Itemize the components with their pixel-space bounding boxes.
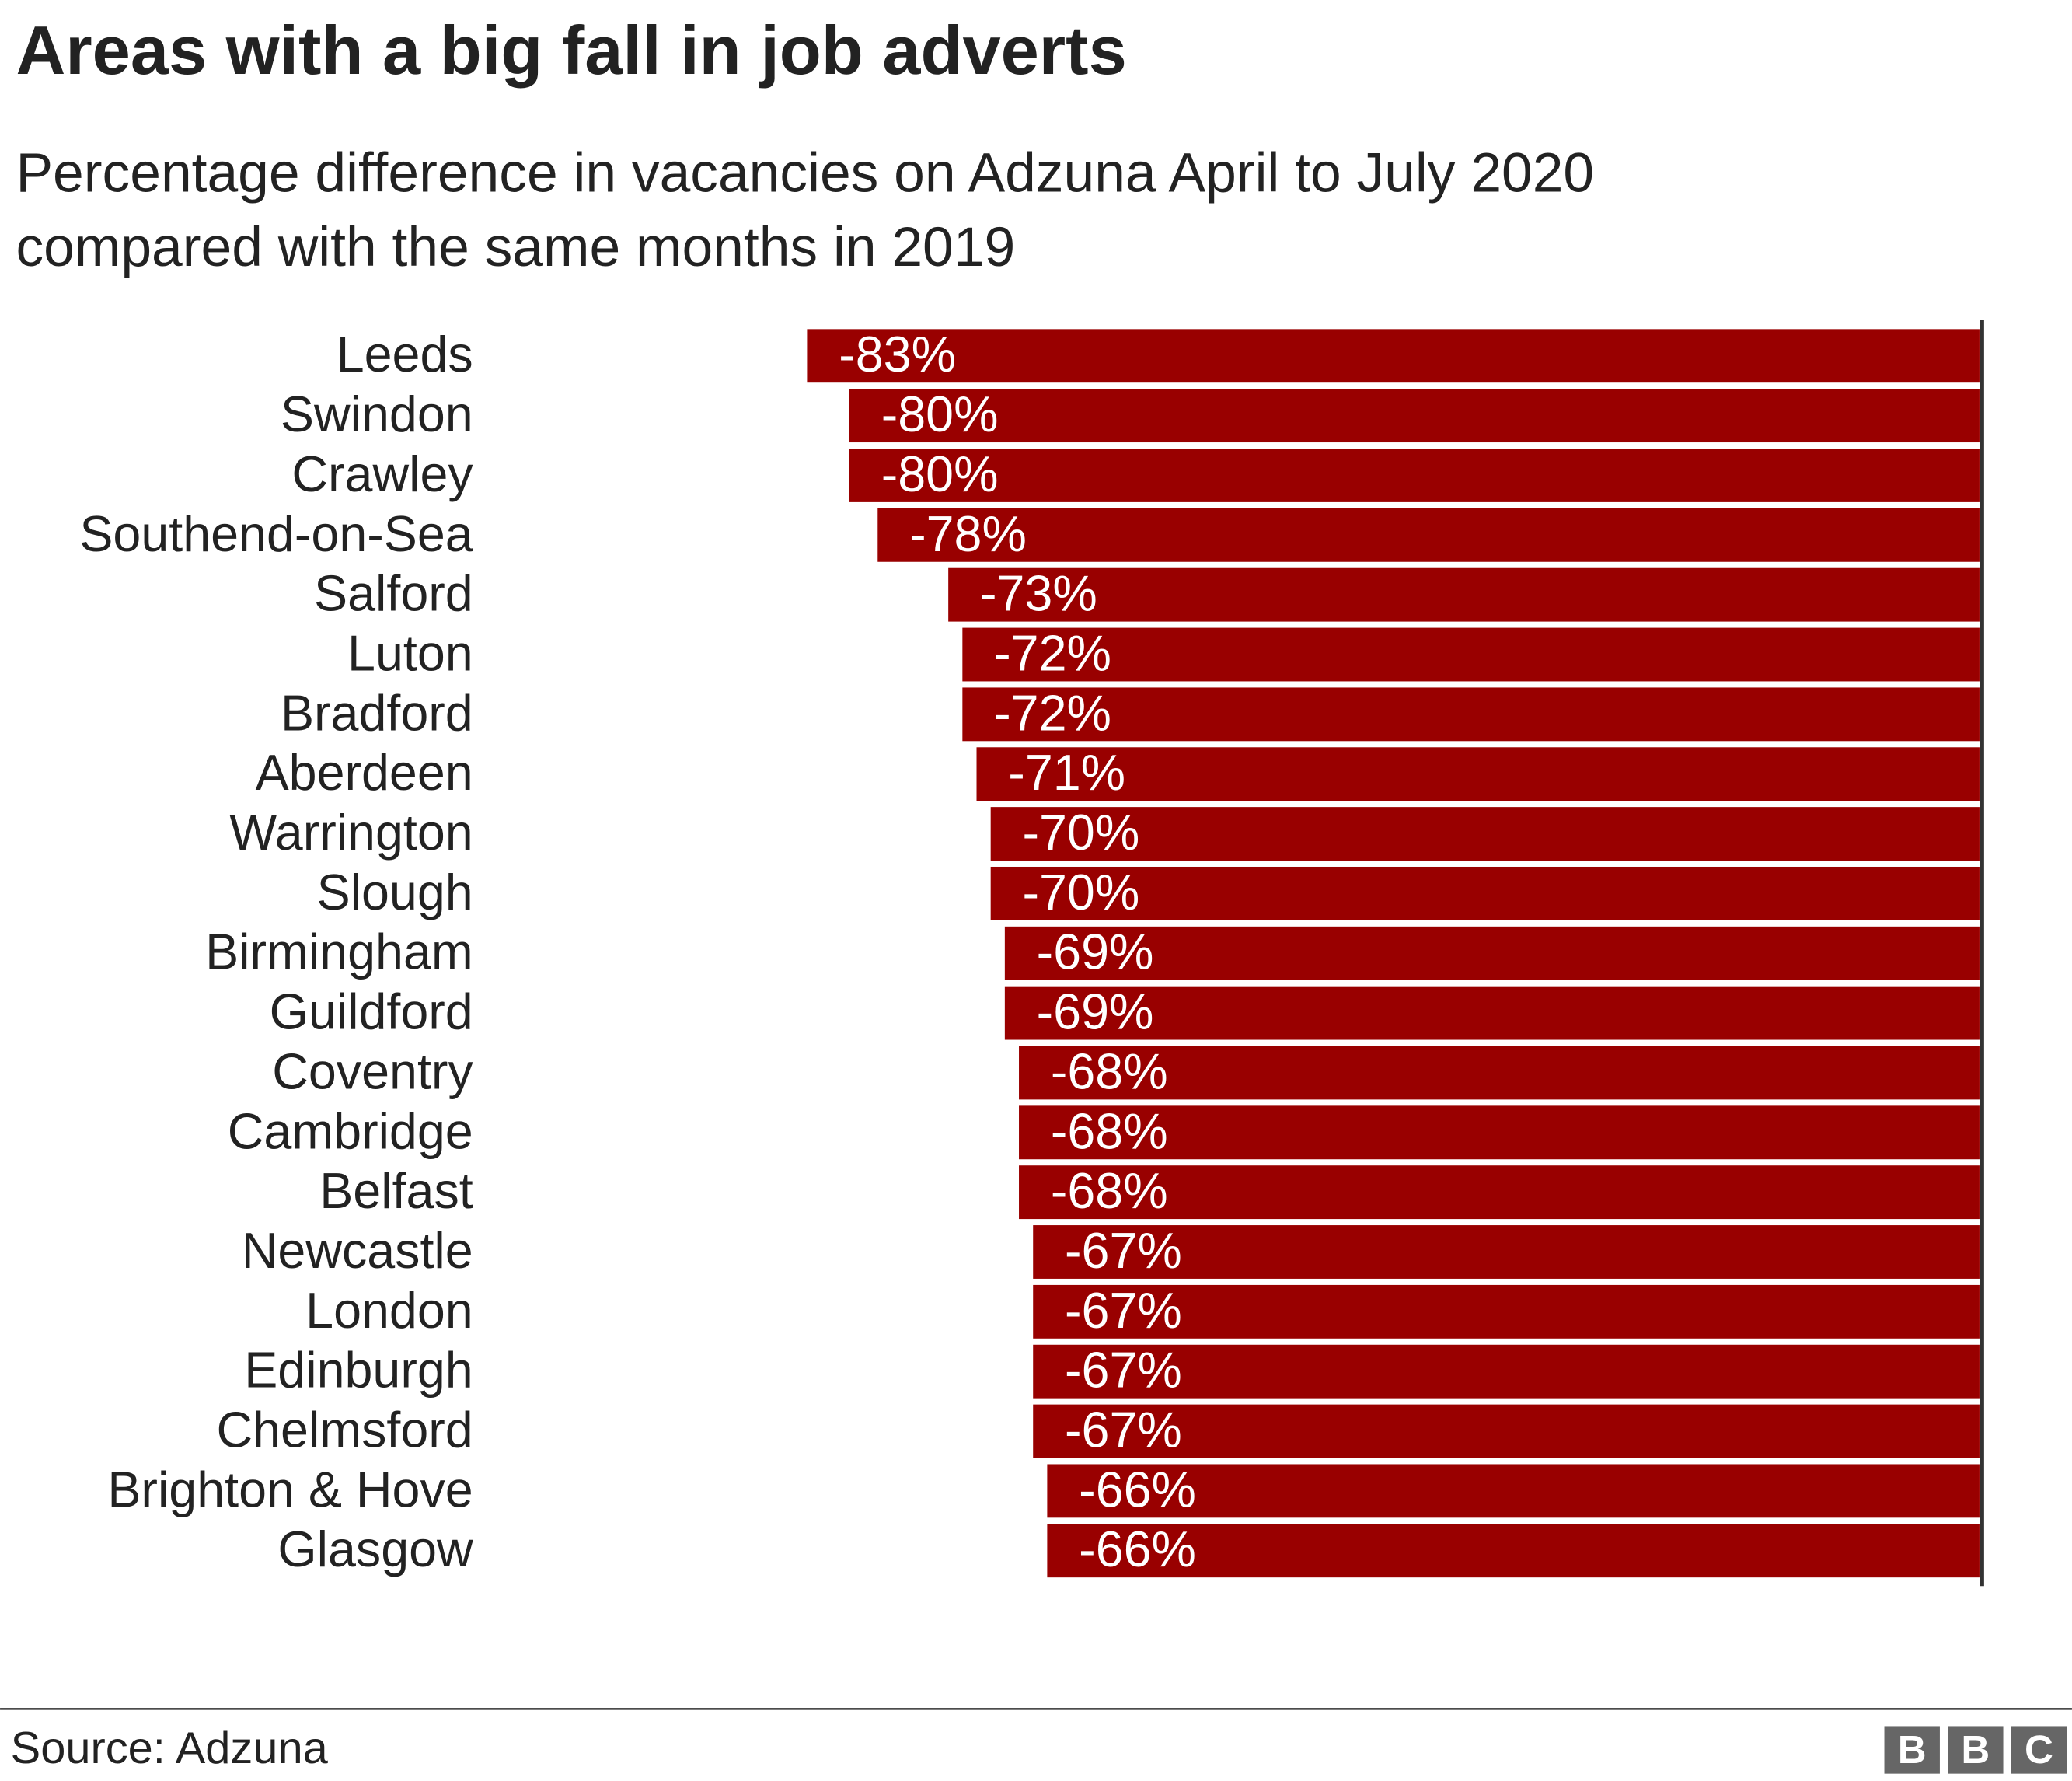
bar [1019, 1165, 1980, 1220]
category-label: Brighton & Hove [107, 1461, 473, 1517]
value-label: -72% [994, 685, 1111, 741]
category-label: Southend-on-Sea [79, 506, 473, 562]
value-label: -67% [1065, 1343, 1182, 1399]
category-label: Swindon [281, 386, 473, 442]
category-label: Belfast [319, 1163, 473, 1219]
bar [849, 389, 1980, 443]
category-label: Bradford [281, 685, 473, 741]
bar [962, 687, 1980, 742]
value-label: -72% [994, 625, 1111, 681]
value-label: -68% [1051, 1043, 1168, 1099]
value-label: -69% [1037, 984, 1154, 1040]
category-label: Luton [347, 625, 473, 681]
logo-letter: B [1898, 1727, 1927, 1772]
bar [990, 807, 1980, 861]
category-label: Aberdeen [256, 745, 473, 801]
bar [1004, 986, 1980, 1040]
category-label: Warrington [229, 805, 473, 861]
category-label: Slough [317, 864, 473, 920]
category-label: Coventry [272, 1043, 473, 1099]
bar [948, 567, 1980, 622]
category-label: Leeds [337, 327, 473, 382]
bar [1047, 1524, 1980, 1578]
value-label: -67% [1065, 1223, 1182, 1279]
bar [849, 449, 1980, 502]
bar [1047, 1464, 1980, 1518]
category-label: Crawley [291, 446, 473, 502]
bar [1033, 1284, 1980, 1339]
category-label: Glasgow [277, 1521, 473, 1577]
bar [1019, 1105, 1980, 1160]
bar [962, 627, 1980, 682]
value-label: -70% [1022, 805, 1139, 861]
value-label: -80% [881, 446, 999, 502]
category-label: Guildford [270, 984, 473, 1040]
bar [1033, 1225, 1980, 1279]
value-label: -80% [881, 386, 999, 442]
category-label: Edinburgh [244, 1343, 473, 1399]
bar [877, 508, 1980, 562]
logo-letter: C [2025, 1727, 2053, 1772]
value-label: -67% [1065, 1402, 1182, 1458]
value-label: -83% [839, 327, 956, 382]
logo-box [1884, 1726, 1940, 1774]
category-label: Newcastle [242, 1223, 473, 1279]
chart-subtitle: Percentage difference in vacancies on Ad… [16, 142, 1594, 204]
value-label: -69% [1037, 924, 1154, 980]
category-label: Chelmsford [216, 1402, 473, 1458]
category-label: London [305, 1283, 473, 1339]
category-label: Cambridge [228, 1103, 473, 1159]
logo-letter: B [1961, 1727, 1990, 1772]
bar [1019, 1046, 1980, 1100]
logo-box [1948, 1726, 2004, 1774]
value-label: -73% [980, 566, 1097, 622]
source: Source: Adzuna [11, 1723, 329, 1773]
category-label: Salford [314, 566, 473, 622]
bar [807, 329, 1980, 383]
value-label: -71% [1008, 745, 1125, 801]
bar [1033, 1344, 1980, 1399]
value-label: -70% [1022, 864, 1139, 920]
chart-title: Areas with a big fall in job adverts [16, 12, 1126, 89]
value-label: -66% [1079, 1521, 1196, 1577]
value-label: -78% [909, 506, 1027, 562]
value-label: -67% [1065, 1283, 1182, 1339]
bar [1033, 1404, 1980, 1458]
value-label: -68% [1051, 1163, 1168, 1219]
category-label: Birmingham [205, 924, 473, 980]
bar [990, 866, 1980, 920]
logo-box [2011, 1726, 2067, 1774]
chart-subtitle: compared with the same months in 2019 [16, 216, 1015, 278]
value-label: -66% [1079, 1461, 1196, 1517]
bar [976, 747, 1980, 801]
value-label: -68% [1051, 1103, 1168, 1159]
bar [1004, 926, 1980, 980]
